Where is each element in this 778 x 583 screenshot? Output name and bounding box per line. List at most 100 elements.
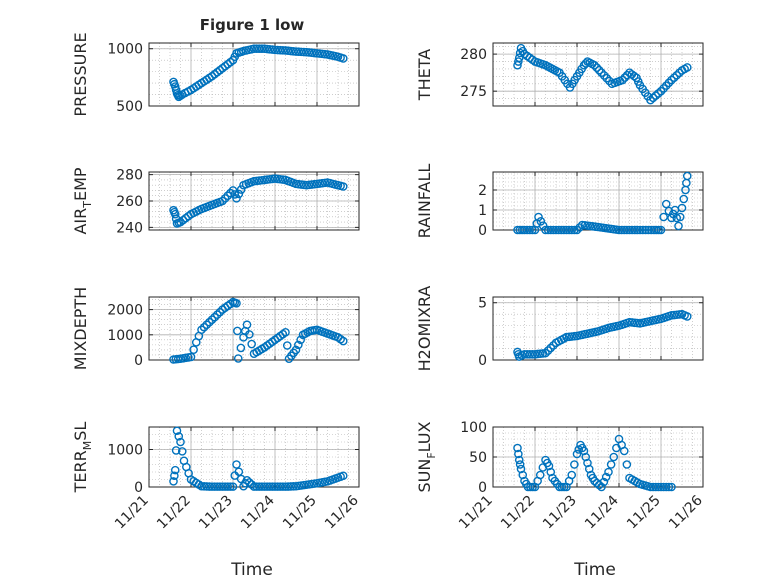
data-point [538,221,548,230]
data-point [218,196,227,206]
data-point [656,86,666,96]
data-point [230,190,240,199]
panel-6: 0 5 H2OMIXRA [415,286,704,372]
axes-box [148,296,360,361]
data-point [232,460,241,469]
data-point [629,71,639,81]
y-tick-label: 5 [478,296,487,312]
y-tick-label: 2 [478,183,487,199]
data-point [257,44,267,54]
data-point [513,443,522,453]
y-axis-label: H2OMIXRA [415,286,434,372]
y-tick-label: 100 [460,420,487,436]
y-axis-label: AIRTEMP [71,167,94,234]
data-point [189,345,198,354]
data-point [669,73,679,82]
y-tick-label: 0 [134,353,143,369]
data-point [174,432,184,441]
panel-2: 275 280 THETA [415,42,704,107]
x-tick-label: 11/26 [322,492,362,532]
data-point [220,194,230,203]
data-point [233,326,242,336]
data-point [546,467,556,477]
data-point [169,477,178,486]
data-point [226,482,235,491]
data-point [233,354,243,363]
data-point [275,45,285,55]
data-point [651,91,661,100]
data-point [518,470,528,480]
data-point [172,426,182,436]
data-point [296,47,306,57]
axes-box [492,296,704,361]
data-point [667,75,676,85]
xlabel-right: Time [573,560,616,580]
data-point [644,225,653,235]
data-point [630,225,640,235]
data-point [171,446,181,455]
data-point [672,70,682,80]
data-point [675,212,685,222]
data-point [207,315,217,324]
data-point [236,185,246,194]
y-tick-label: 1000 [107,328,143,344]
data-point [549,341,558,350]
data-point [536,217,546,226]
data-point [592,63,602,73]
data-point [661,482,671,492]
data-point [605,76,614,86]
data-point [664,78,674,88]
figure-title: Figure 1 low [200,16,305,34]
y-axis-label: SUNFLUX [415,421,438,492]
data-point [597,68,606,77]
data-point [635,225,645,235]
data-point [338,471,348,481]
y-tick-label: 50 [469,450,487,466]
data-point [228,482,238,491]
panel-7: 0 1000 11/21 11/22 11/23 11/24 11/25 11/26 TERRM… [71,422,362,533]
y-tick-label: 0 [478,353,487,369]
data-point [682,178,691,188]
data-point [570,225,579,235]
data-point [223,482,233,491]
data-point [286,482,296,491]
data-point [242,475,252,485]
data-point [170,209,180,219]
data-point [641,225,650,235]
data-point [232,298,241,308]
x-tick-label: 11/24 [238,492,278,532]
data-point [633,225,642,235]
x-tick-label: 11/23 [196,493,236,533]
data-point [245,478,254,487]
data-point [599,71,609,80]
y-tick-label: 1 [478,203,487,219]
data-point [579,446,589,456]
data-point [170,471,179,481]
y-tick-label: 275 [460,84,487,100]
data-point [234,189,244,199]
data-point [215,307,225,317]
data-point [667,482,676,492]
data-point [186,352,196,362]
panel-5: 0 1000 2000 MIXDEPTH [71,287,360,370]
data-point [682,63,692,72]
data-point [609,452,619,462]
data-point [661,81,671,90]
data-point [514,455,524,465]
data-point [236,343,246,353]
y-tick-label: 0 [134,480,143,496]
data-point [199,322,209,332]
data-point [618,75,627,85]
data-point [212,310,222,319]
data-point [281,327,290,337]
data-point [294,340,303,350]
data-point [648,93,658,103]
data-point [572,449,582,459]
x-tick-label: 11/21 [456,493,496,533]
y-tick-label: 280 [116,168,143,184]
y-tick-label: 1000 [107,42,143,58]
y-axis-label: MIXDEPTH [71,287,90,370]
data-point [622,460,632,469]
data-point [278,46,288,55]
